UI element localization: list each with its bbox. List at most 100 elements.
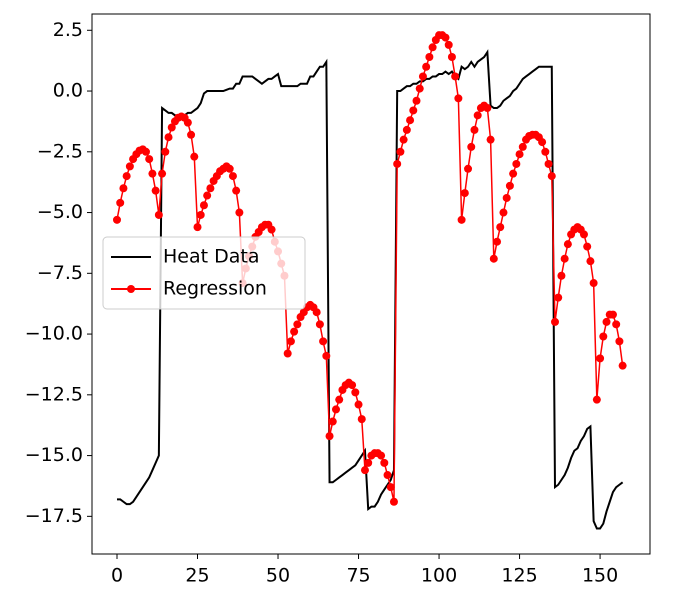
data-point	[460, 189, 469, 198]
data-point	[467, 142, 476, 151]
data-point	[357, 415, 366, 424]
data-point	[444, 40, 453, 49]
data-point	[464, 164, 473, 173]
data-point	[235, 208, 244, 217]
data-point	[293, 320, 302, 329]
data-point	[322, 351, 331, 360]
y-tick-label: −5.0	[37, 201, 83, 223]
data-point	[167, 123, 176, 132]
data-point	[538, 138, 547, 147]
data-point	[351, 388, 360, 397]
y-tick-label: −12.5	[25, 383, 83, 405]
data-point	[203, 191, 212, 200]
data-point	[418, 72, 427, 81]
data-point	[489, 254, 498, 263]
data-point	[496, 223, 505, 232]
y-tick-label: −17.5	[25, 505, 83, 527]
data-point	[602, 317, 611, 326]
data-point	[158, 169, 167, 178]
data-point	[383, 471, 392, 480]
data-point	[596, 354, 605, 363]
data-point	[119, 184, 128, 193]
data-point	[335, 395, 344, 404]
data-point	[586, 257, 595, 266]
data-point	[399, 135, 408, 144]
data-point	[612, 320, 621, 329]
data-point	[499, 208, 508, 217]
data-point	[441, 33, 450, 42]
data-point	[199, 201, 208, 210]
data-point	[232, 186, 241, 195]
y-tick-label: 2.5	[53, 19, 83, 41]
x-tick-label: 125	[501, 565, 537, 587]
data-point	[286, 337, 295, 346]
data-point	[225, 164, 234, 173]
data-point	[505, 181, 514, 190]
data-point	[557, 271, 566, 280]
y-tick-label: 0.0	[53, 80, 83, 102]
data-point	[599, 332, 608, 341]
data-point	[206, 184, 215, 193]
legend-label: Heat Data	[163, 246, 259, 268]
data-point	[187, 130, 196, 139]
data-point	[164, 133, 173, 142]
data-point	[348, 381, 357, 390]
data-point	[618, 361, 627, 370]
data-point	[386, 483, 395, 492]
data-point	[151, 186, 160, 195]
data-point	[380, 458, 389, 467]
data-point	[328, 417, 337, 426]
data-point	[354, 400, 363, 409]
legend-box	[102, 236, 306, 310]
data-point	[377, 451, 386, 460]
data-point	[290, 327, 299, 336]
data-point	[364, 458, 373, 467]
data-point	[122, 172, 131, 181]
x-tick-label: 75	[346, 565, 370, 587]
data-point	[331, 405, 340, 414]
data-point	[161, 147, 170, 156]
data-point	[409, 106, 418, 115]
data-point	[583, 242, 592, 251]
data-point	[541, 147, 550, 156]
data-point	[141, 147, 150, 156]
data-point	[283, 349, 292, 358]
data-point	[422, 62, 431, 71]
data-point	[325, 432, 334, 441]
data-point	[589, 279, 598, 288]
data-point	[312, 308, 321, 317]
data-point	[550, 317, 559, 326]
data-point	[116, 198, 125, 207]
data-point	[451, 72, 460, 81]
data-point	[592, 395, 601, 404]
data-point	[154, 210, 163, 219]
legend: Heat Data Regression	[102, 236, 306, 310]
data-point	[402, 125, 411, 134]
data-point	[518, 142, 527, 151]
data-point	[560, 254, 569, 263]
data-point	[493, 237, 502, 246]
data-point	[428, 43, 437, 52]
data-point	[148, 169, 157, 178]
data-point	[396, 147, 405, 156]
data-point	[579, 230, 588, 239]
data-point	[608, 310, 617, 319]
data-point	[563, 240, 572, 249]
data-point	[515, 150, 524, 159]
data-point	[319, 337, 328, 346]
data-point	[509, 169, 518, 178]
data-point	[412, 96, 421, 105]
data-point	[615, 337, 624, 346]
data-point	[457, 215, 466, 224]
legend-label: Regression	[163, 278, 267, 300]
y-tick-label: −2.5	[37, 140, 83, 162]
data-point	[228, 172, 237, 181]
x-tick-label: 25	[185, 565, 209, 587]
x-tick-label: 50	[266, 565, 290, 587]
data-point	[193, 223, 202, 232]
data-point	[196, 210, 205, 219]
data-point	[315, 320, 324, 329]
data-point	[112, 215, 121, 224]
plot-frame	[91, 13, 651, 555]
